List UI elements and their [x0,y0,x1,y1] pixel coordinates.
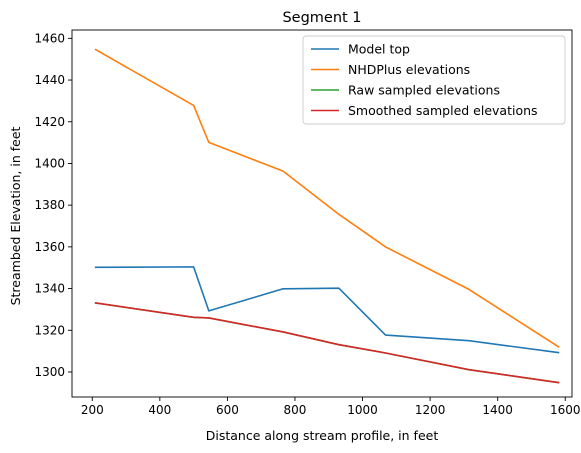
x-tick-label: 200 [81,403,104,417]
legend-entry-1: NHDPlus elevations [348,62,470,77]
y-axis: 1300 1320 1340 1360 1380 1400 1420 1440 1460 [34,31,72,379]
y-tick-label: 1460 [34,31,65,45]
axes-frame [71,29,573,398]
x-tick-label: 1400 [482,403,513,417]
x-axis: 200 400 600 800 1000 1200 1400 1600 [81,397,581,417]
legend-box [302,35,566,125]
y-tick-label: 1320 [34,323,65,337]
y-tick-label: 1360 [34,240,65,254]
y-axis-label: Streambed Elevation, in feet [8,126,23,305]
x-tick-label: 1600 [550,403,581,417]
series-line-0 [94,266,560,354]
y-tick-label: 1380 [34,198,65,212]
legend-entry-0: Model top [348,42,410,57]
series-line-1 [94,48,560,348]
y-tick-label: 1440 [34,73,65,87]
x-tick-label: 800 [284,403,307,417]
series-line-3 [94,302,560,384]
x-tick-label: 1200 [415,403,446,417]
legend: Model top NHDPlus elevations Raw sampled e… [302,35,566,125]
x-tick-label: 600 [216,403,239,417]
legend-entry-2: Raw sampled elevations [348,83,500,98]
y-tick-label: 1300 [34,365,65,379]
plot-area [71,29,573,398]
y-tick-label: 1400 [34,156,65,170]
chart-title: Segment 1 [282,10,361,26]
x-axis-label: Distance along stream profile, in feet [206,428,439,443]
legend-entry-3: Smoothed sampled elevations [348,103,538,118]
x-tick-label: 400 [148,403,171,417]
y-tick-label: 1340 [34,282,65,296]
x-tick-label: 1000 [347,403,378,417]
y-tick-label: 1420 [34,115,65,129]
